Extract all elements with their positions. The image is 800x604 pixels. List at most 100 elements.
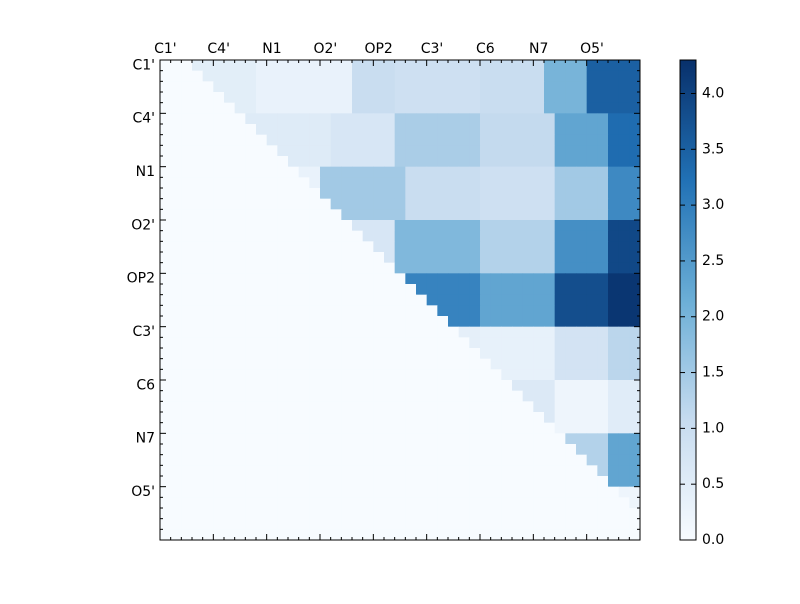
- heatmap-cell: [373, 70, 385, 82]
- heatmap-cell: [213, 262, 225, 274]
- heatmap-cell: [298, 166, 310, 178]
- heatmap-cell: [416, 124, 428, 136]
- heatmap-cell: [554, 444, 566, 456]
- heatmap-cell: [576, 337, 588, 349]
- heatmap-cell: [160, 422, 172, 434]
- heatmap-cell: [202, 401, 214, 413]
- heatmap-cell: [330, 326, 342, 338]
- heatmap-cell: [352, 156, 364, 168]
- heatmap-cell: [629, 444, 641, 456]
- heatmap-cell: [544, 529, 556, 541]
- heatmap-cell: [362, 220, 374, 232]
- heatmap-cell: [480, 529, 492, 541]
- heatmap-cell: [576, 102, 588, 114]
- heatmap-cell: [330, 476, 342, 488]
- heatmap-cell: [362, 70, 374, 82]
- heatmap-cell: [277, 337, 289, 349]
- heatmap-cell: [362, 113, 374, 125]
- heatmap-cell: [330, 262, 342, 274]
- heatmap-cell: [608, 348, 620, 360]
- heatmap-cell: [629, 220, 641, 232]
- heatmap-cell: [597, 60, 609, 72]
- heatmap-cell: [586, 220, 598, 232]
- heatmap-cell: [298, 444, 310, 456]
- heatmap-cell: [512, 134, 524, 146]
- heatmap-cell: [245, 508, 257, 520]
- heatmap-cell: [416, 326, 428, 338]
- heatmap-cell: [522, 220, 534, 232]
- heatmap-cell: [288, 156, 300, 168]
- heatmap-cell: [160, 529, 172, 541]
- heatmap-cell: [533, 476, 545, 488]
- heatmap-cell: [597, 81, 609, 93]
- heatmap-cell: [224, 124, 236, 136]
- heatmap-cell: [320, 220, 332, 232]
- heatmap-cell: [352, 102, 364, 114]
- heatmap-cell: [618, 273, 630, 285]
- y-tick-label: C1': [132, 57, 155, 73]
- heatmap-cell: [618, 145, 630, 157]
- heatmap-cell: [437, 81, 449, 93]
- heatmap-cell: [170, 305, 182, 317]
- heatmap-cell: [512, 390, 524, 402]
- heatmap-cell: [394, 390, 406, 402]
- heatmap-cell: [234, 209, 246, 221]
- heatmap-cell: [576, 230, 588, 242]
- heatmap-cell: [288, 380, 300, 392]
- heatmap-cell: [373, 326, 385, 338]
- heatmap-cell: [330, 369, 342, 381]
- heatmap-cell: [170, 81, 182, 93]
- heatmap-cell: [544, 294, 556, 306]
- heatmap-cell: [458, 326, 470, 338]
- heatmap-cell: [256, 241, 268, 253]
- heatmap-cell: [458, 358, 470, 370]
- heatmap-cell: [384, 486, 396, 498]
- heatmap-cell: [170, 92, 182, 104]
- heatmap-cell: [234, 188, 246, 200]
- heatmap-cell: [160, 412, 172, 424]
- heatmap-cell: [224, 70, 236, 82]
- heatmap-cell: [245, 230, 257, 242]
- heatmap-cell: [384, 412, 396, 424]
- heatmap-cell: [352, 529, 364, 541]
- heatmap-cell: [618, 380, 630, 392]
- heatmap-cell: [266, 252, 278, 264]
- heatmap-cell: [309, 497, 321, 509]
- heatmap-cell: [256, 92, 268, 104]
- heatmap-cell: [544, 518, 556, 530]
- heatmap-cell: [554, 497, 566, 509]
- heatmap-cell: [533, 358, 545, 370]
- heatmap-cell: [458, 262, 470, 274]
- heatmap-cell: [373, 369, 385, 381]
- heatmap-cell: [597, 529, 609, 541]
- heatmap-cell: [490, 380, 502, 392]
- heatmap-cell: [512, 113, 524, 125]
- heatmap-cell: [576, 529, 588, 541]
- heatmap-cell: [362, 124, 374, 136]
- heatmap-cell: [234, 262, 246, 274]
- heatmap-cell: [458, 518, 470, 530]
- heatmap-cell: [160, 70, 172, 82]
- heatmap-cell: [362, 262, 374, 274]
- heatmap-cell: [213, 60, 225, 72]
- heatmap-cell: [394, 102, 406, 114]
- heatmap-cell: [565, 134, 577, 146]
- heatmap-cell: [192, 113, 204, 125]
- heatmap-cell: [554, 412, 566, 424]
- heatmap-cell: [522, 241, 534, 253]
- heatmap-cell: [213, 348, 225, 360]
- heatmap-cell: [202, 326, 214, 338]
- heatmap-cell: [309, 92, 321, 104]
- heatmap-cell: [458, 380, 470, 392]
- heatmap-cell: [277, 273, 289, 285]
- heatmap-cell: [181, 134, 193, 146]
- heatmap-cell: [394, 273, 406, 285]
- heatmap-cell: [266, 262, 278, 274]
- heatmap-cell: [288, 444, 300, 456]
- heatmap-cell: [330, 220, 342, 232]
- heatmap-cell: [512, 454, 524, 466]
- heatmap-cell: [448, 294, 460, 306]
- heatmap-cell: [405, 358, 417, 370]
- heatmap-cell: [362, 60, 374, 72]
- heatmap-cell: [181, 284, 193, 296]
